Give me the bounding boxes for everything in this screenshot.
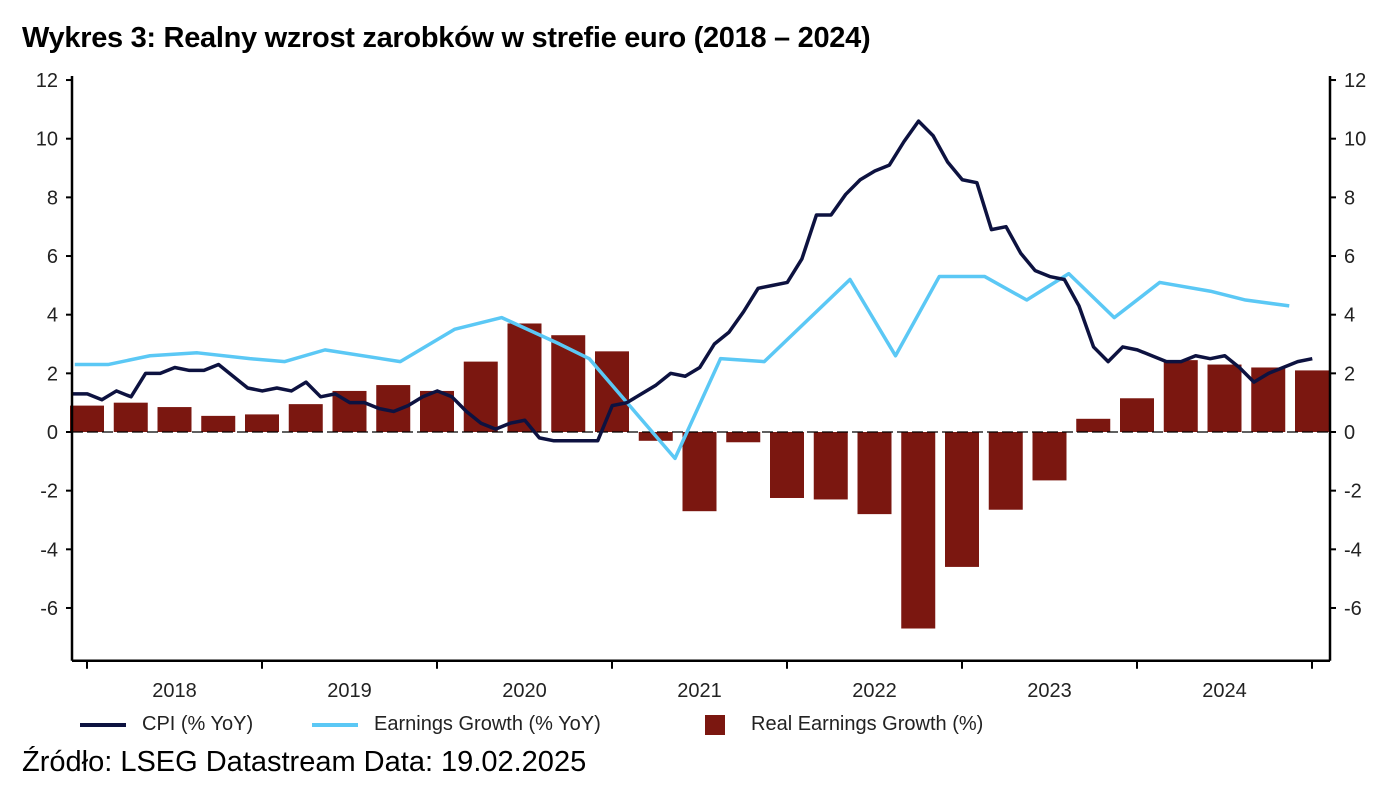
y-tick-label-right: 0 (1344, 422, 1355, 444)
y-tick-label-right: 2 (1344, 363, 1355, 385)
bar-real-earnings (1251, 367, 1286, 432)
legend-swatch-cpi (80, 722, 126, 727)
y-tick-label-right: 4 (1344, 305, 1355, 327)
bar-real-earnings (1163, 360, 1198, 432)
x-tick-label: 2019 (327, 680, 372, 702)
bar-real-earnings (988, 432, 1023, 510)
bar-real-earnings (420, 390, 454, 432)
bars-group (70, 323, 1329, 629)
bar-real-earnings (551, 335, 586, 432)
legend-label-real-earnings: Real Earnings Growth (%) (751, 713, 984, 735)
bar-real-earnings (595, 351, 629, 432)
y-tick-label-left: 0 (47, 422, 58, 444)
legend-item-cpi: CPI (% YoY) (80, 713, 253, 736)
bar-real-earnings (1207, 364, 1242, 432)
source-note: Źródło: LSEG Datastream Data: 19.02.2025 (22, 746, 587, 778)
bar-real-earnings (682, 432, 717, 512)
bar-real-earnings (770, 432, 804, 498)
bar-real-earnings (245, 414, 279, 432)
y-tick-label-left: -4 (40, 539, 58, 561)
bar-real-earnings (857, 432, 892, 515)
bar-real-earnings (70, 405, 104, 432)
y-tick-label-right: -6 (1344, 598, 1362, 620)
x-tick-label: 2021 (677, 680, 722, 702)
bar-real-earnings (157, 407, 192, 432)
y-tick-label-right: 12 (1344, 70, 1366, 92)
chart-title: Wykres 3: Realny wzrost zarobków w stref… (22, 22, 871, 54)
legend-swatch-real-earnings (705, 714, 725, 735)
line-earnings-growth (74, 271, 1290, 461)
legend-item-real-earnings: Real Earnings Growth (%) (705, 713, 983, 736)
y-tick-label-left: 8 (47, 187, 58, 209)
x-tick-label: 2020 (502, 680, 547, 702)
y-tick-label-right: 10 (1344, 129, 1366, 151)
y-tick-label-right: 6 (1344, 246, 1355, 268)
bar-real-earnings (901, 432, 936, 629)
y-tick-label-left: 12 (36, 70, 58, 92)
x-tick-label: 2022 (852, 680, 897, 702)
bar-real-earnings (1295, 370, 1329, 432)
bar-real-earnings (288, 404, 323, 432)
y-tick-label-right: 8 (1344, 187, 1355, 209)
axes-group: -6 -6 -4 -4 -2 -2 0 0 2 2 4 4 6 6 8 8 10 10 12 12 2018 2019 20… (36, 70, 1367, 702)
x-tick-label: 2018 (152, 680, 197, 702)
bar-real-earnings (945, 432, 979, 567)
x-tick-label: 2023 (1027, 680, 1072, 702)
bar-real-earnings (201, 415, 236, 432)
bar-real-earnings (332, 390, 367, 432)
y-tick-label-left: 4 (47, 305, 58, 327)
y-tick-label-left: 2 (47, 363, 58, 385)
legend-label-cpi: CPI (% YoY) (142, 713, 254, 735)
y-tick-label-left: -2 (40, 481, 58, 503)
y-tick-label-right: -2 (1344, 481, 1362, 503)
y-tick-label-left: 6 (47, 246, 58, 268)
y-tick-label-left: -6 (40, 598, 58, 620)
lines-group (72, 119, 1313, 461)
bar-real-earnings (113, 402, 148, 432)
legend-item-earnings: Earnings Growth (% YoY) (312, 713, 601, 736)
bar-real-earnings (726, 432, 761, 443)
y-tick-label-right: -4 (1344, 539, 1362, 561)
bar-real-earnings (813, 432, 848, 500)
bar-real-earnings (1032, 432, 1067, 481)
bar-real-earnings (1120, 398, 1154, 432)
legend-swatch-earnings (312, 722, 358, 727)
y-tick-label-left: 10 (36, 129, 58, 151)
legend-label-earnings: Earnings Growth (% YoY) (374, 713, 601, 735)
bar-real-earnings (463, 361, 498, 432)
line-cpi (72, 119, 1313, 443)
bar-real-earnings (1076, 418, 1111, 432)
x-tick-label: 2024 (1202, 680, 1247, 702)
bar-real-earnings (507, 323, 542, 432)
